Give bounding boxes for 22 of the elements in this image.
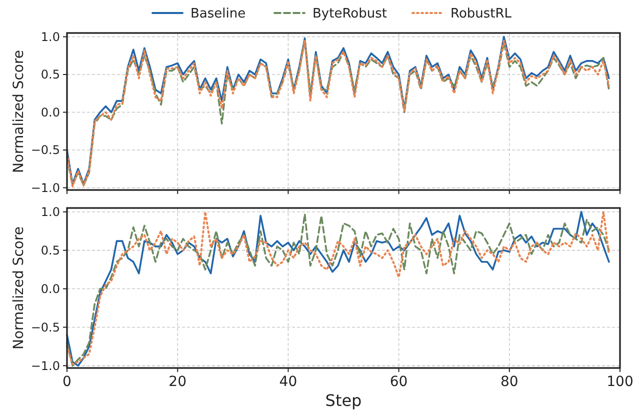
x-tick-label: 100 [606,374,634,390]
y-axis-title: Normalized Score [11,50,27,174]
y-tick-label: 0.5 [40,68,60,82]
y-axis-title: Normalized Score [11,226,27,350]
y-tick-label: 1.0 [40,205,60,220]
y-tick-label: 0.0 [40,282,60,296]
y-tick-label: 0.0 [40,105,60,120]
y-tick-label: 1.0 [40,30,60,44]
y-tick-label: −1.0 [30,180,60,195]
x-tick-label: 0 [62,374,72,390]
x-tick-label: 20 [168,374,187,390]
x-axis-title: Step [325,391,362,410]
x-tick-label: 60 [390,374,408,390]
legend-label: RobustRL [450,6,512,22]
x-tick-label: 80 [500,374,518,390]
y-tick-label: −0.5 [30,320,60,334]
y-tick-label: −1.0 [30,358,60,373]
y-tick-label: −0.5 [30,143,60,158]
x-tick-label: 40 [279,374,298,390]
legend-label: ByteRobust [312,6,387,22]
legend-label: Baseline [190,6,246,22]
y-tick-label: 0.5 [40,244,60,258]
